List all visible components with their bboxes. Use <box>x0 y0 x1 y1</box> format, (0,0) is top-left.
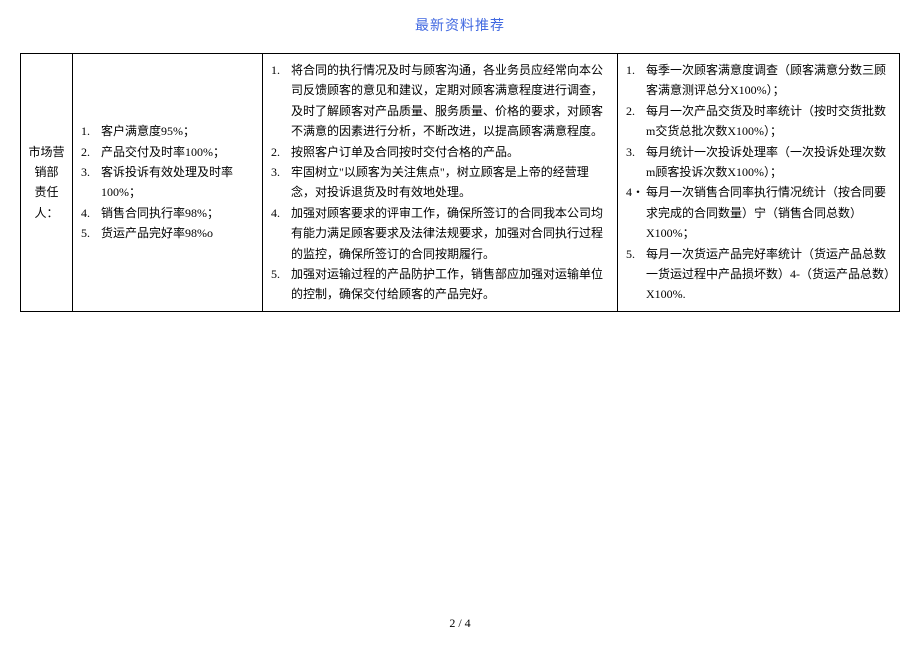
list-item: 2. 产品交付及时率100%； <box>81 142 254 162</box>
list-item: 5. 每月一次货运产品完好率统计（货运产品总数一货运过程中产品损坏数）4-（货运产… <box>626 244 891 305</box>
list-num: 2. <box>81 142 90 162</box>
metrics-list: 1. 客户满意度95%； 2. 产品交付及时率100%； 3. 客诉投诉有效处理及时率… <box>81 121 254 243</box>
list-text: 牢固树立"以顾客为关注焦点"，树立顾客是上帝的经营理念，对投诉退货及时有效地处理… <box>291 165 589 199</box>
list-item: 4. 加强对顾客要求的评审工作，确保所签订的合同我本公司均有能力满足顾客要求及法律… <box>271 203 609 264</box>
list-text: 每月一次销售合同率执行情况统计（按合同要求完成的合同数量）宁（销售合同总数）X1… <box>646 185 886 240</box>
list-text: 每季一次顾客满意度调查（顾客满意分数三顾客满意测评总分X100%）； <box>646 63 886 97</box>
department-cell: 市场营 销部 责任人： <box>21 54 73 312</box>
list-num: 1. <box>271 60 280 80</box>
list-item: 4. 销售合同执行率98%； <box>81 203 254 223</box>
list-item: 5. 加强对运输过程的产品防护工作，销售部应加强对运输单位的控制，确保交付给顾客的… <box>271 264 609 305</box>
dept-line: 责任人： <box>25 182 68 223</box>
verification-cell: 1. 每季一次顾客满意度调查（顾客满意分数三顾客满意测评总分X100%）； 2. 每… <box>618 54 900 312</box>
list-num: 3. <box>626 142 635 162</box>
list-item: 2. 按照客户订单及合同按时交付合格的产品。 <box>271 142 609 162</box>
list-text: 货运产品完好率98%o <box>101 226 213 240</box>
list-text: 客户满意度95%； <box>101 124 195 138</box>
list-num: 1. <box>626 60 635 80</box>
table-row: 市场营 销部 责任人： 1. 客户满意度95%； 2. 产品交付及时率100%； 3… <box>21 54 900 312</box>
list-text: 按照客户订单及合同按时交付合格的产品。 <box>291 145 519 159</box>
verification-list: 1. 每季一次顾客满意度调查（顾客满意分数三顾客满意测评总分X100%）； 2. 每… <box>626 60 891 305</box>
list-text: 产品交付及时率100%； <box>101 145 225 159</box>
list-text: 加强对运输过程的产品防护工作，销售部应加强对运输单位的控制，确保交付给顾客的产品… <box>291 267 603 301</box>
list-item: 3. 客诉投诉有效处理及时率100%； <box>81 162 254 203</box>
list-num: 3. <box>81 162 90 182</box>
list-text: 每月一次产品交货及时率统计（按时交货批数m交货总批次数X100%）； <box>646 104 886 138</box>
header-title: 最新资料推荐 <box>20 15 900 35</box>
list-num: 2. <box>626 101 635 121</box>
list-text: 客诉投诉有效处理及时率100%； <box>101 165 233 199</box>
list-item: 1. 将合同的执行情况及时与顾客沟通，各业务员应经常向本公司反馈顾客的意见和建议，… <box>271 60 609 142</box>
list-item: 5. 货运产品完好率98%o <box>81 223 254 243</box>
list-num: 5. <box>271 264 280 284</box>
dept-line: 销部 <box>25 162 68 182</box>
dept-line: 市场营 <box>25 142 68 162</box>
list-num: 4. <box>271 203 280 223</box>
list-text: 将合同的执行情况及时与顾客沟通，各业务员应经常向本公司反馈顾客的意见和建议，定期… <box>291 63 603 138</box>
list-item: 1. 客户满意度95%； <box>81 121 254 141</box>
list-num: 4. <box>81 203 90 223</box>
list-item: 4・每月一次销售合同率执行情况统计（按合同要求完成的合同数量）宁（销售合同总数）… <box>626 182 891 243</box>
measures-list: 1. 将合同的执行情况及时与顾客沟通，各业务员应经常向本公司反馈顾客的意见和建议，… <box>271 60 609 305</box>
list-item: 3. 每月统计一次投诉处理率（一次投诉处理次数m顾客投诉次数X100%）； <box>626 142 891 183</box>
list-text: 加强对顾客要求的评审工作，确保所签订的合同我本公司均有能力满足顾客要求及法律法规… <box>291 206 603 261</box>
list-text: 销售合同执行率98%； <box>101 206 219 220</box>
list-item: 1. 每季一次顾客满意度调查（顾客满意分数三顾客满意测评总分X100%）； <box>626 60 891 101</box>
list-num: 2. <box>271 142 280 162</box>
page-number: 2 / 4 <box>0 616 920 631</box>
metrics-cell: 1. 客户满意度95%； 2. 产品交付及时率100%； 3. 客诉投诉有效处理及时率… <box>73 54 263 312</box>
list-item: 2. 每月一次产品交货及时率统计（按时交货批数m交货总批次数X100%）； <box>626 101 891 142</box>
list-text: 每月一次货运产品完好率统计（货运产品总数一货运过程中产品损坏数）4-（货运产品总… <box>646 247 890 302</box>
list-num: 5. <box>626 244 635 264</box>
list-text: 每月统计一次投诉处理率（一次投诉处理次数m顾客投诉次数X100%）； <box>646 145 886 179</box>
main-table: 市场营 销部 责任人： 1. 客户满意度95%； 2. 产品交付及时率100%； 3… <box>20 53 900 312</box>
list-num: 4・ <box>626 182 644 202</box>
list-num: 1. <box>81 121 90 141</box>
list-num: 5. <box>81 223 90 243</box>
list-num: 3. <box>271 162 280 182</box>
list-item: 3. 牢固树立"以顾客为关注焦点"，树立顾客是上帝的经营理念，对投诉退货及时有效地… <box>271 162 609 203</box>
measures-cell: 1. 将合同的执行情况及时与顾客沟通，各业务员应经常向本公司反馈顾客的意见和建议，… <box>263 54 618 312</box>
